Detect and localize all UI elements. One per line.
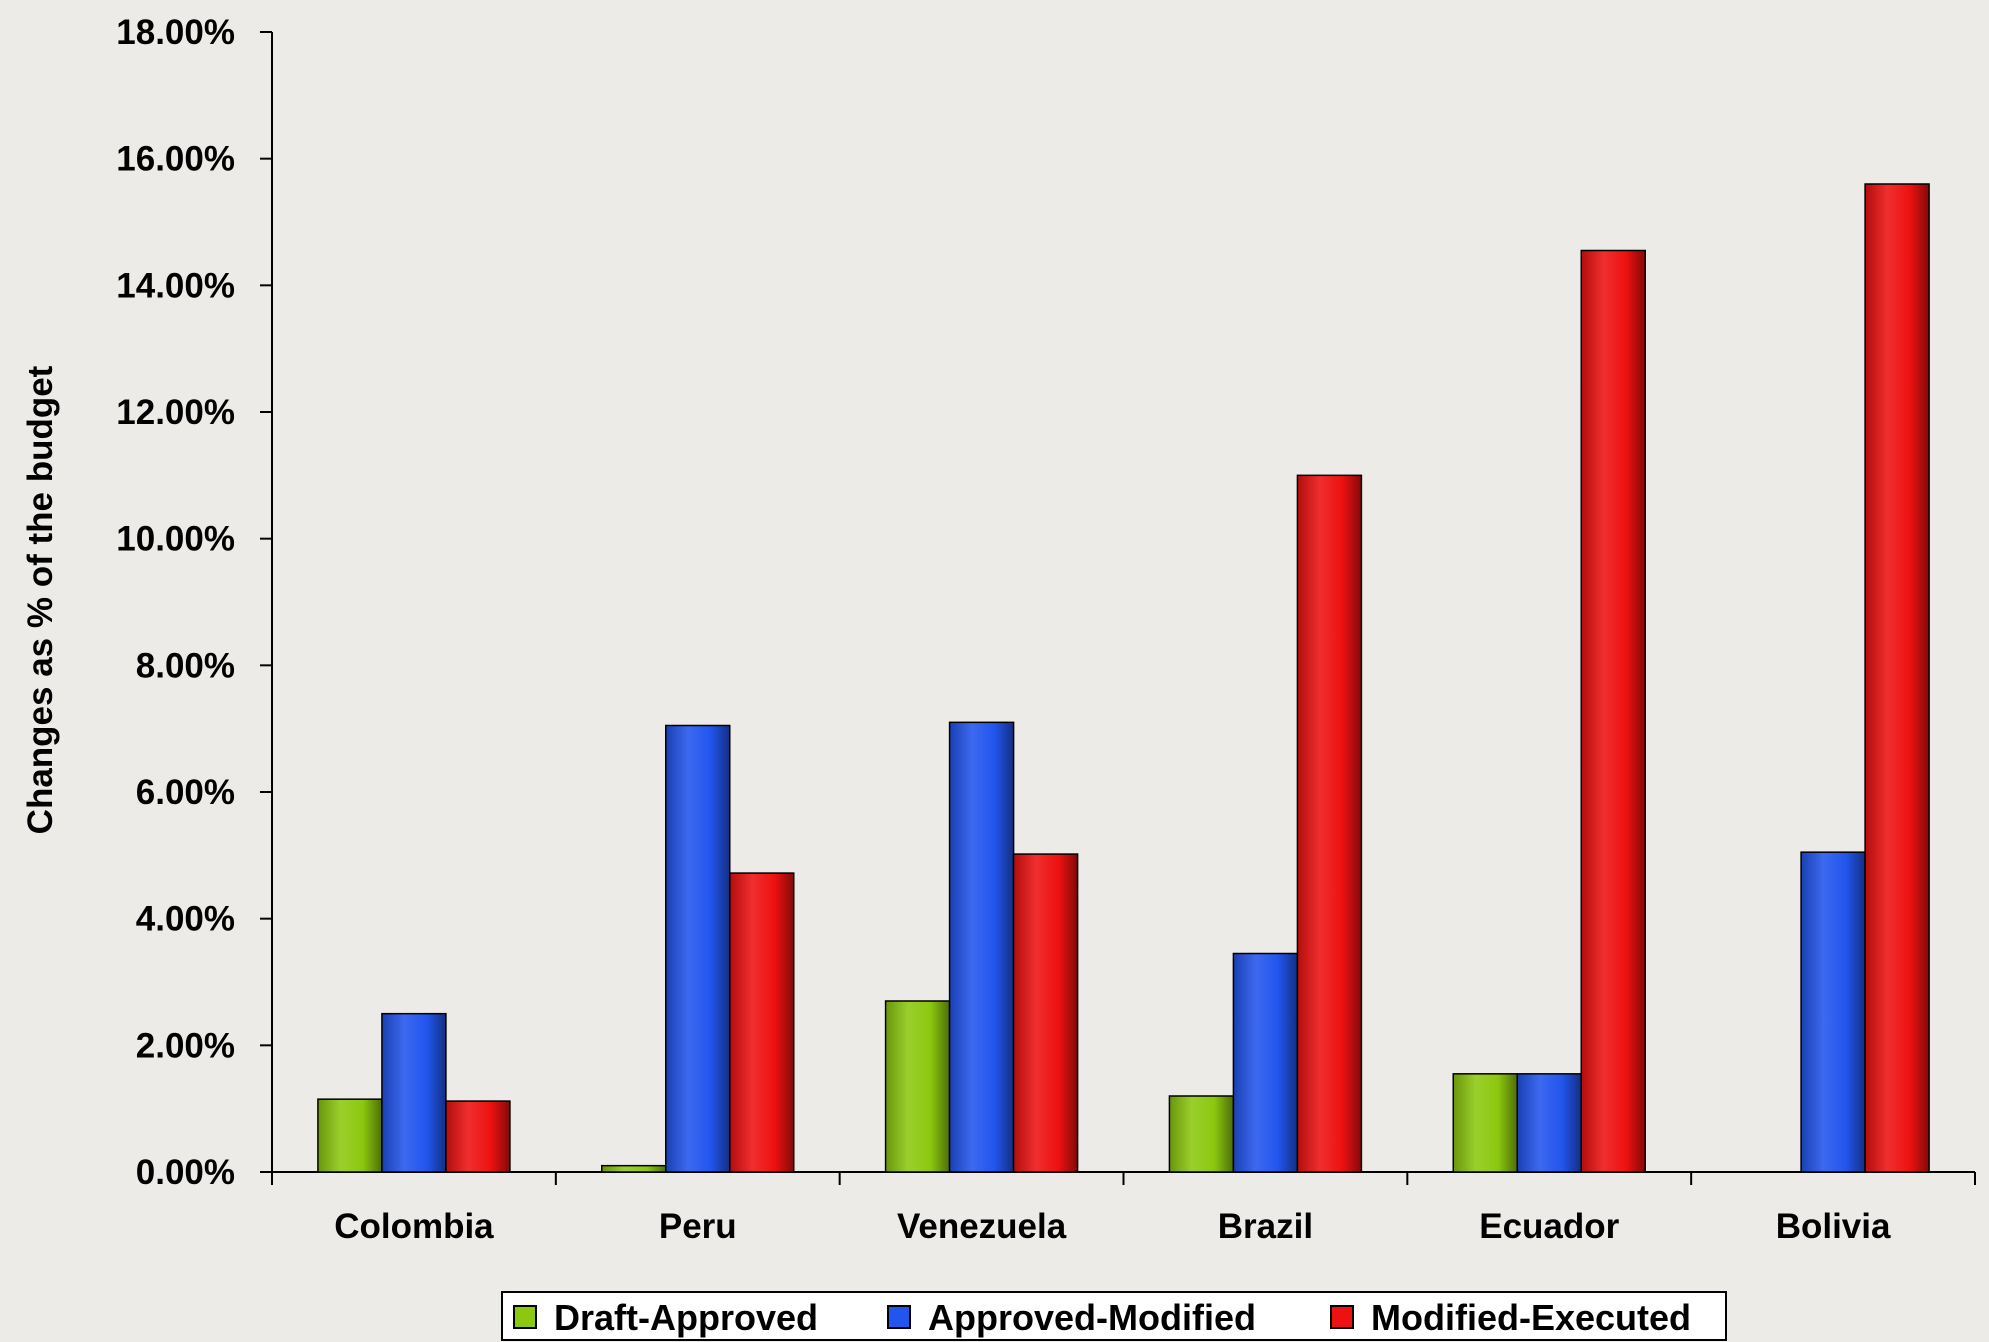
legend-label: Draft-Approved [554,1297,818,1338]
y-tick-label: 12.00% [116,393,235,432]
y-tick-label: 10.00% [116,520,235,559]
bar-draft-approved-colombia [317,1098,383,1173]
bar-approved-modified-peru [665,724,731,1173]
x-category-label: Brazil [1218,1207,1313,1246]
x-category-label: Ecuador [1479,1207,1619,1246]
bar-approved-modified-bolivia [1800,851,1866,1173]
bar-approved-modified-brazil [1232,952,1299,1173]
bar-modified-executed-peru [729,872,795,1173]
bar-modified-executed-venezuela [1012,853,1079,1173]
x-category-label: Peru [659,1207,737,1246]
bar-approved-modified-ecuador [1516,1073,1582,1173]
y-tick-label: 2.00% [136,1026,235,1065]
bar-modified-executed-brazil [1296,474,1363,1173]
y-tick-label: 6.00% [136,773,235,812]
y-axis: 0.00% 2.00% 4.00% 6.00% 8.00% 10.00% 12.00% 14.… [116,13,273,1192]
legend-swatch [513,1305,537,1329]
bar-draft-approved-venezuela [884,1000,951,1173]
x-category-label: Colombia [334,1207,494,1246]
bar-draft-approved-peru [601,1164,667,1173]
legend: Draft-Approved Approved-Modified Modified-… [501,1291,1727,1341]
y-tick-label: 4.00% [136,900,235,939]
legend-label: Modified-Executed [1371,1297,1691,1338]
legend-swatch [887,1305,911,1329]
y-axis-title: Changes as % of the budget [21,365,60,834]
bar-approved-modified-colombia [381,1012,447,1173]
x-axis: Colombia Peru Venezuela Brazil Ecuador Bolivi… [271,1171,1976,1246]
bar-draft-approved-ecuador [1452,1073,1518,1173]
y-tick-label: 0.00% [136,1153,235,1192]
bar-modified-executed-colombia [445,1100,511,1173]
bar-modified-executed-bolivia [1864,183,1930,1173]
x-category-label: Bolivia [1776,1207,1891,1246]
y-tick-label: 14.00% [116,266,235,305]
legend-swatch [1330,1305,1354,1329]
y-tick-label: 8.00% [136,646,235,685]
y-tick-label: 18.00% [116,13,235,52]
bar-draft-approved-brazil [1168,1095,1235,1173]
x-category-label: Venezuela [897,1207,1067,1246]
legend-label: Approved-Modified [928,1297,1256,1338]
y-tick-label: 16.00% [116,140,235,179]
bars-group [317,183,1930,1173]
legend-box [501,1291,1727,1341]
bar-modified-executed-ecuador [1580,249,1646,1173]
bar-approved-modified-venezuela [948,721,1015,1173]
